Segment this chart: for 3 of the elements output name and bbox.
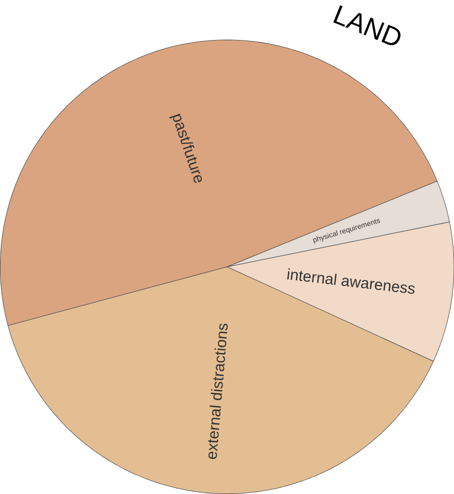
chart-title: LAND [333, 5, 400, 46]
slice-label: internal awareness [287, 268, 415, 294]
slice-label: external distractions [208, 324, 228, 459]
